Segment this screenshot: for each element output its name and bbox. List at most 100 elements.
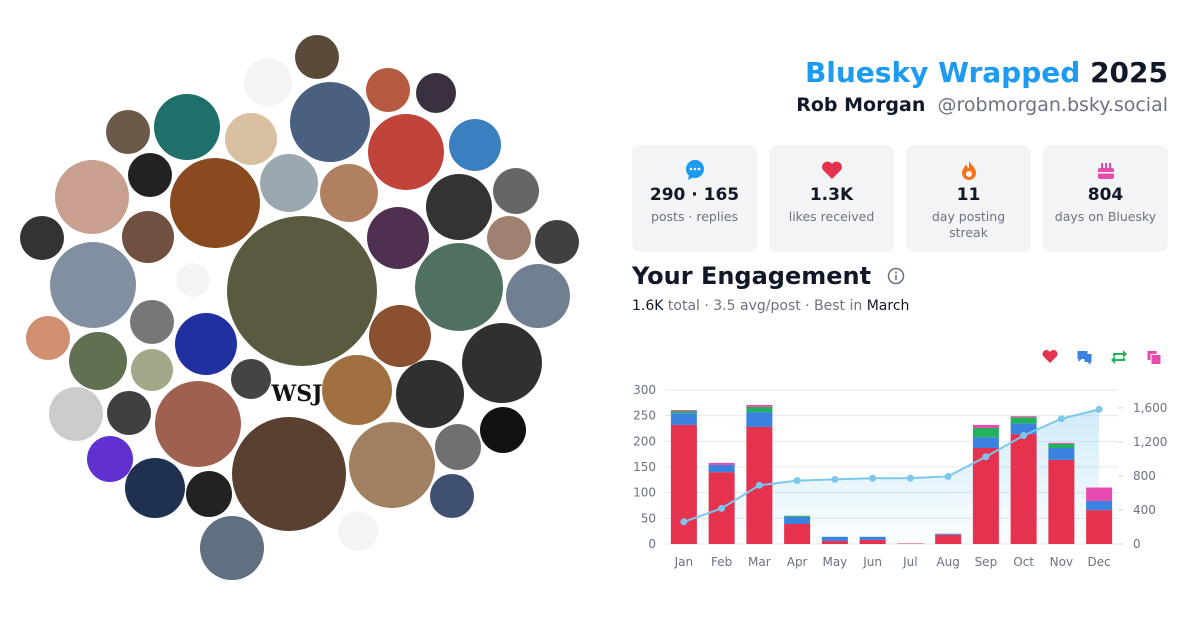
bar [1010,416,1037,418]
icon [686,160,704,180]
title-text: Bluesky Wrapped [804,56,1081,89]
bar [1048,459,1075,544]
bar [935,534,962,544]
line-point [680,518,688,526]
bar [972,427,999,438]
avatar [55,160,129,234]
avatar [131,349,173,391]
avatar [107,391,151,435]
bar [1086,500,1113,511]
bar [784,523,811,544]
user-name: Rob Morgan [796,94,926,116]
avatar [170,158,260,248]
line-point [982,453,990,461]
bar [784,516,811,524]
stat-value: 290 · 165 [649,185,740,205]
avatar [155,381,241,467]
stat-label: likes received [788,209,875,224]
bar [1010,417,1037,424]
avatar [415,243,503,331]
line [683,408,1100,523]
bar [1048,442,1075,444]
line-point [1057,415,1065,423]
avatar [26,316,70,360]
avatar [227,216,377,366]
y-tick-label: 300 [633,383,656,397]
avatar [200,516,264,580]
line-point [944,472,952,480]
bar [897,543,924,544]
y-tick-label: 100 [633,486,656,500]
avatar [49,387,103,441]
y-tick-label: 150 [633,460,656,474]
legend-icon[interactable] [1111,350,1127,364]
stat-card: 11 day posting streak [906,145,1031,252]
bar [784,515,811,517]
bar [1048,448,1075,460]
avatar [154,94,220,160]
user-handle: @robmorgan.bsky.social [937,94,1168,116]
year: 2025 [1090,56,1168,89]
avatar [487,216,531,260]
line-point [755,481,763,489]
user: Rob Morgan @robmorgan.bsky.social [796,94,1168,116]
line-point [831,475,839,483]
y-tick-label: 250 [633,409,656,423]
stat-card: 804 days on Bluesky [1043,145,1168,252]
avatar [260,154,318,212]
avatar [122,211,174,263]
avatar [338,511,378,551]
title: Bluesky Wrapped 2025 [805,56,1168,89]
avatar [295,35,339,79]
avatar [368,114,444,190]
bar [1010,423,1037,435]
stat-card: 1.3K likes received [769,145,894,252]
stat-card: 290 · 165 posts · replies [632,145,757,252]
avatar [244,58,292,106]
bar [859,539,886,544]
bar [708,462,735,465]
legend-icon[interactable] [1042,349,1058,363]
bar [708,464,735,473]
bar [821,536,848,541]
bar [746,406,773,413]
avatar [426,174,492,240]
x-tick-label: Sep [975,555,998,569]
avatar [449,119,501,171]
summary-best: March [866,298,910,314]
avatar [480,407,526,453]
legend-icon[interactable] [1077,351,1092,365]
info-icon[interactable] [887,267,905,285]
stat-value: 11 [956,185,981,205]
x-tick-label: Jun [862,555,882,569]
bar [746,412,773,427]
x-tick-label: Dec [1088,555,1111,569]
avatar [396,360,464,428]
y2-tick-label: 800 [1133,469,1156,483]
avatar [176,263,210,297]
avatar [366,68,410,112]
bar [670,410,697,412]
bar [972,424,999,428]
summary: 1.6K total · 3.5 avg/post · Best in Marc… [632,298,909,314]
legend-icon[interactable] [1147,351,1161,364]
stat-value: 804 [1087,185,1124,205]
bar [1086,487,1113,501]
y2-tick-label: 1,600 [1133,401,1167,415]
bar [972,448,999,544]
y-tick-label: 0 [648,537,656,551]
bar [859,536,886,540]
avatar [231,359,271,399]
summary-total: 1.6K [632,298,664,314]
x-tick-label: Jan [674,555,694,569]
line-point [718,504,726,512]
avatar [493,168,539,214]
bar [670,411,697,414]
y2-tick-label: 0 [1133,537,1141,551]
avatar [349,422,435,508]
avatar [416,73,456,113]
avatar [290,82,370,162]
line-point [1095,405,1103,413]
avatar [506,264,570,328]
